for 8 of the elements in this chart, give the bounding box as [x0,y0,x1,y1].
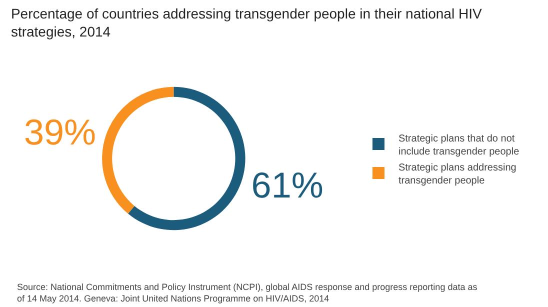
legend-label: Strategic plans addressing transgender people [398,162,516,186]
chart-title: Percentage of countries addressing transgender people in their national HIV strategies, 2014 [10,5,482,40]
donut-slice [102,86,174,214]
data-label: 61% [251,164,324,206]
legend-label: Strategic plans that do not include transgender people [398,133,520,158]
data-label: 39% [24,111,96,152]
donut-slice [128,86,246,230]
source-note: Source: National Commitments and Policy Instrument (NCPI), global AIDS response and progress reporting data as of 14 May 2014. Geneva: Joint United Nations Programme on HIV/AIDS, 2014 [17,282,478,304]
